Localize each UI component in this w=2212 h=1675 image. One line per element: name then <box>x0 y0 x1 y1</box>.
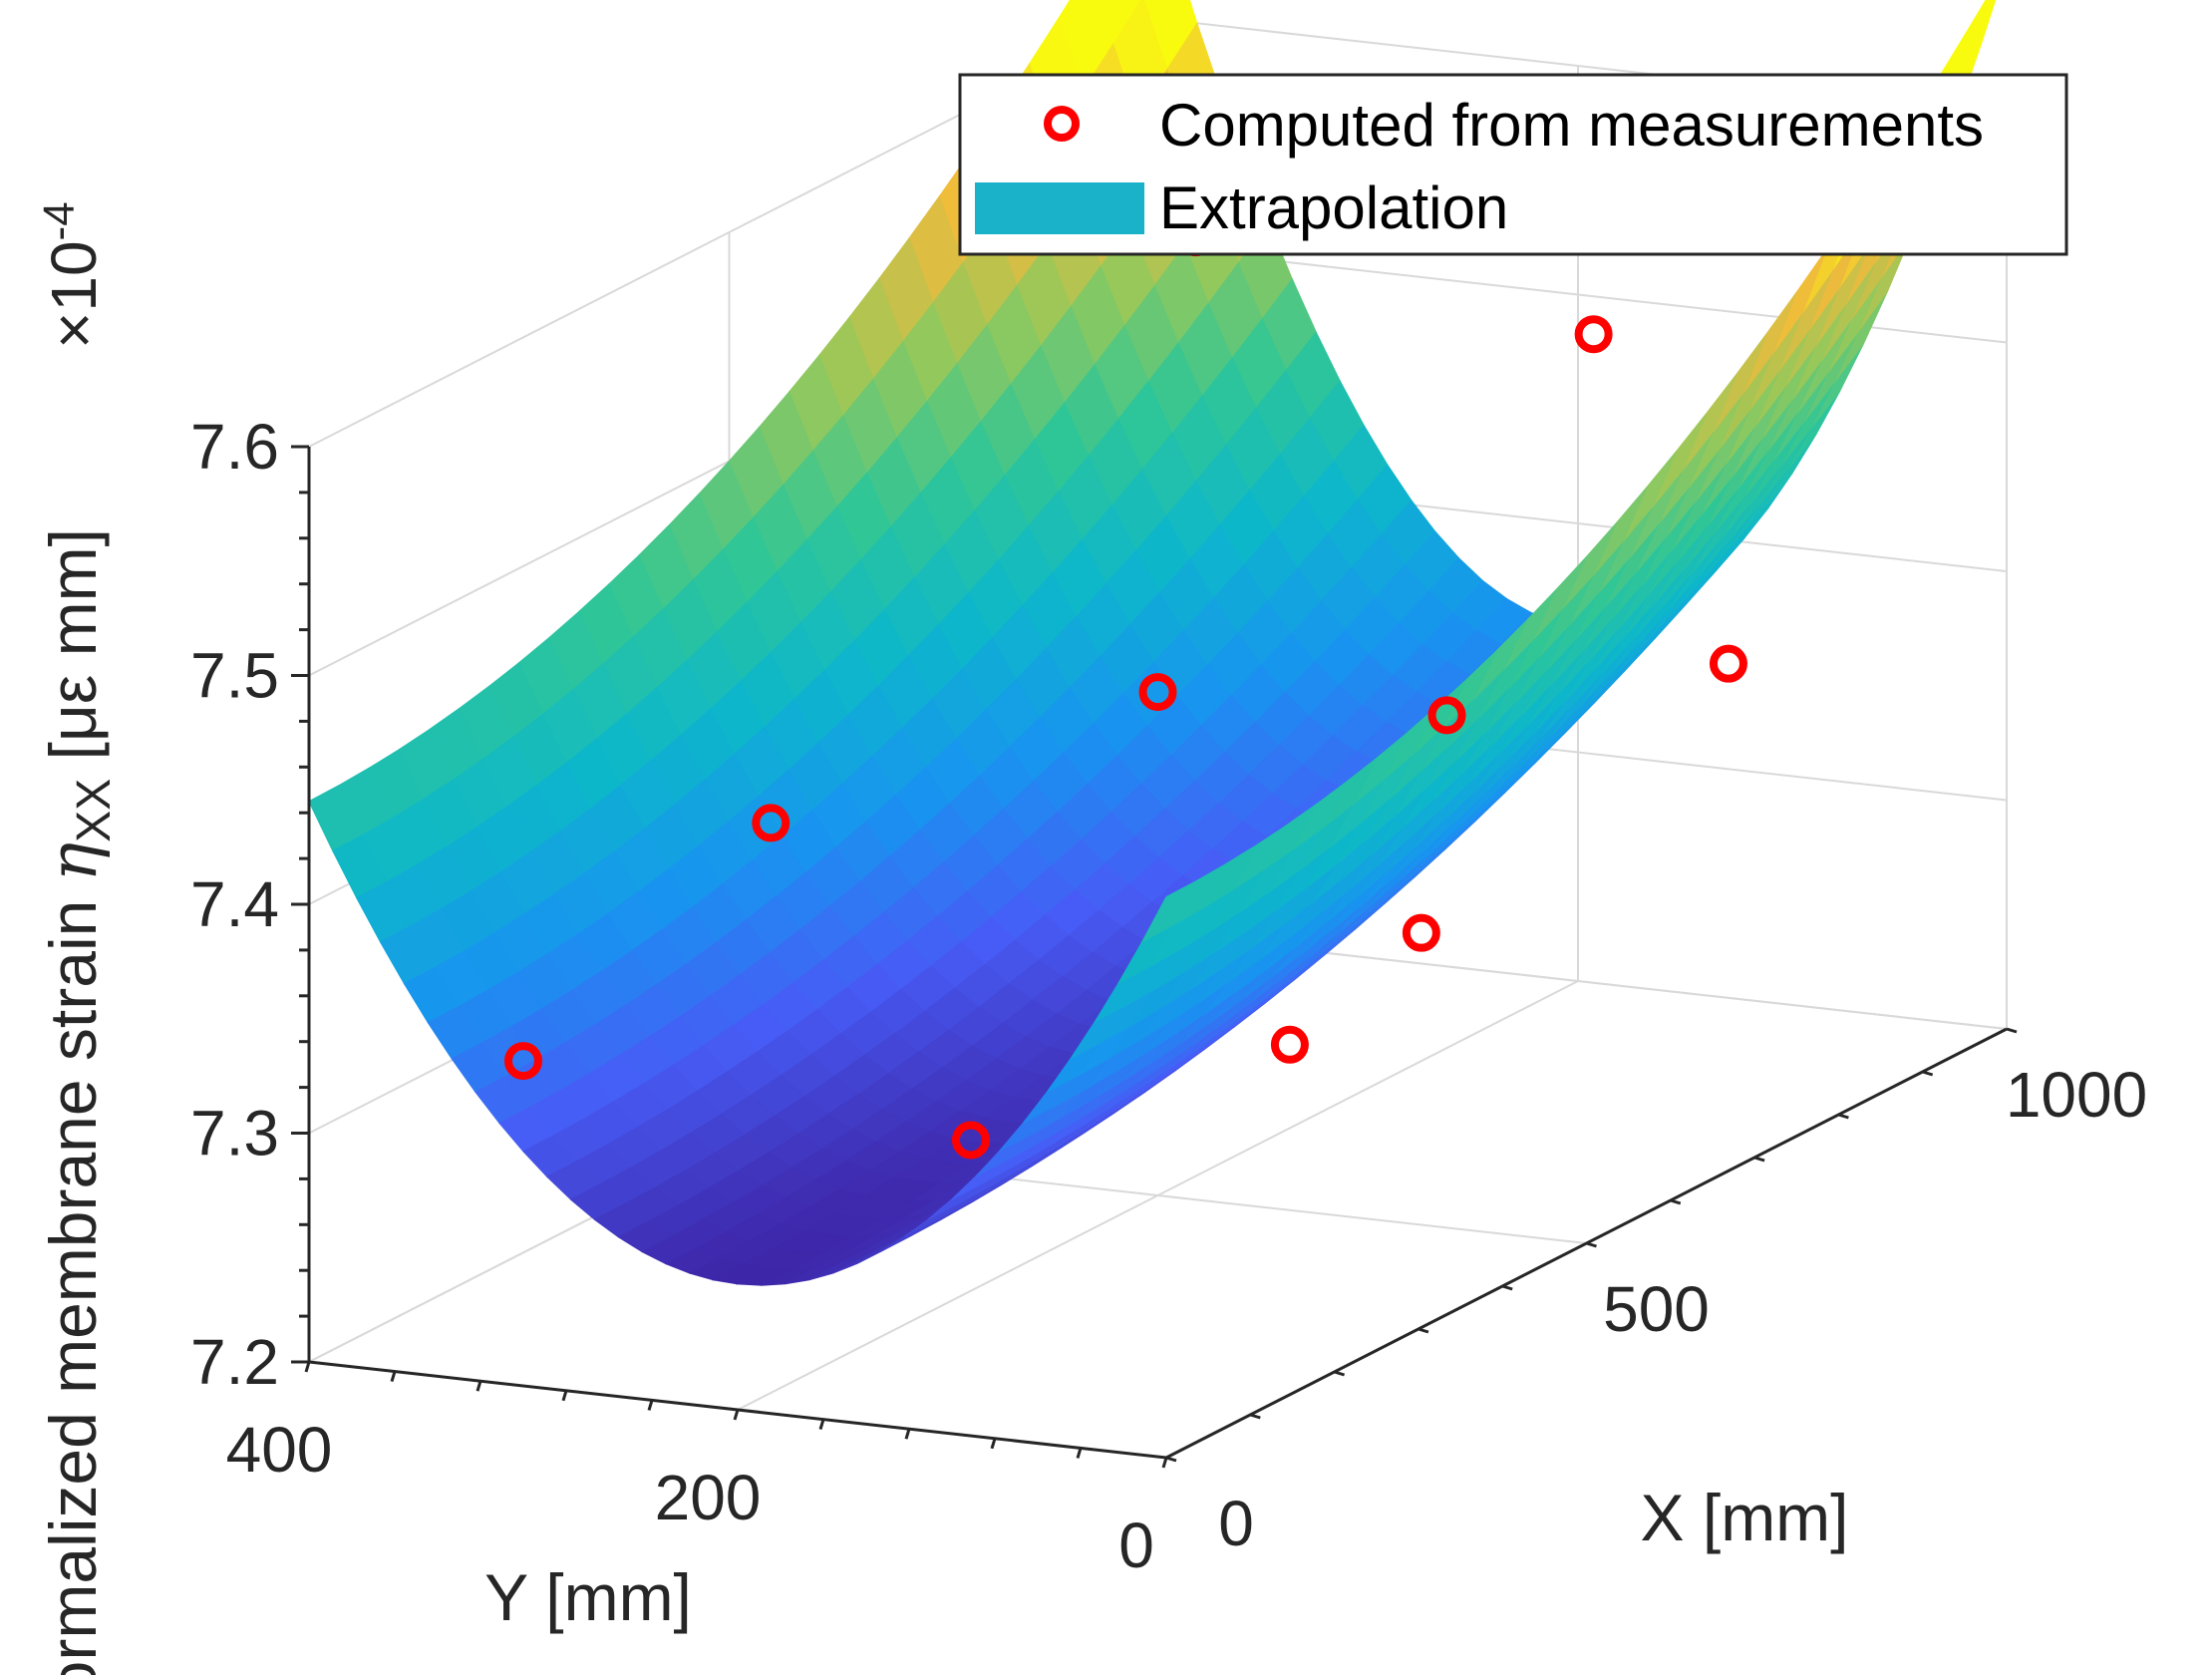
y-tick-label: 200 <box>655 1462 762 1533</box>
x-axis-tick <box>1670 1198 1682 1205</box>
y-axis-tick <box>304 1361 311 1373</box>
legend-marker-extrapolation <box>975 182 1144 234</box>
z-tick-label: 7.6 <box>190 411 279 483</box>
measurement-point <box>1709 644 1747 683</box>
z-tick-label: 7.5 <box>190 640 279 712</box>
x-tick-label: 0 <box>1218 1488 1254 1559</box>
y-axis-tick <box>818 1419 825 1431</box>
z-axis-label-subscript: XX <box>68 779 121 842</box>
y-axis-label: Y [mm] <box>484 1560 692 1634</box>
measurement-point <box>1138 673 1177 712</box>
measurement-point <box>1270 1025 1309 1064</box>
tick-labels: 0 500 1000 400 200 0 7.2 7.3 7.4 7.5 7.6 <box>190 411 2147 1581</box>
z-axis-label-symbol: η <box>35 842 112 882</box>
z-exponent: ×10-4 <box>35 201 110 349</box>
z-exponent-prefix: ×10 <box>38 240 110 349</box>
z-axis-label: Normalized membrane strain ηXX [με mm] <box>35 528 121 1675</box>
legend-marker-computed <box>1044 106 1080 142</box>
y-tick-label: 400 <box>226 1414 333 1486</box>
measurement-point <box>752 804 790 842</box>
x-axis-tick <box>1753 1156 1765 1163</box>
z-axis-label-unit: [με mm] <box>36 528 110 779</box>
x-axis-label: X [mm] <box>1641 1481 1849 1554</box>
legend-label-extrapolation: Extrapolation <box>1159 174 1508 241</box>
measurement-point <box>951 1121 990 1160</box>
z-tick-label: 7.4 <box>190 868 279 940</box>
grid-floor-y <box>737 980 1579 1411</box>
y-axis-tick <box>647 1399 654 1411</box>
x-axis-tick <box>1586 1241 1597 1248</box>
x-tick-label: 1000 <box>2006 1059 2147 1131</box>
x-axis-tick <box>1922 1070 1934 1077</box>
y-axis-tick <box>390 1371 397 1383</box>
axes <box>291 445 2018 1469</box>
y-axis-tick <box>990 1438 997 1450</box>
measurement-point <box>1402 913 1440 952</box>
measurement-point <box>1574 315 1613 354</box>
x-tick-label: 500 <box>1603 1273 1710 1345</box>
measurement-point <box>1427 696 1466 735</box>
x-axis-tick <box>1418 1327 1429 1334</box>
x-axis-tick <box>1334 1370 1346 1377</box>
y-axis-tick <box>1161 1457 1168 1469</box>
extrapolation-surface <box>308 0 1997 1286</box>
x-axis-tick <box>2006 1027 2018 1034</box>
y-axis-tick <box>475 1380 482 1392</box>
z-tick-label: 7.2 <box>190 1326 279 1398</box>
y-axis-tick <box>904 1428 911 1440</box>
y-axis-tick <box>1076 1447 1083 1459</box>
z-exponent-power: -4 <box>35 201 84 240</box>
x-axis-tick <box>1837 1113 1849 1120</box>
surface-patch <box>1140 879 1198 943</box>
z-tick-label: 7.3 <box>190 1098 279 1170</box>
legend-label-computed: Computed from measurements <box>1159 92 1984 159</box>
z-axis-label-prefix: Normalized membrane strain <box>36 881 110 1675</box>
legend: Computed from measurements Extrapolation <box>958 73 2068 256</box>
y-axis-tick <box>561 1390 568 1402</box>
y-tick-label: 0 <box>1118 1509 1154 1581</box>
y-axis-tick <box>733 1409 740 1421</box>
x-axis-tick <box>1249 1413 1261 1420</box>
x-axis-tick <box>1501 1284 1513 1291</box>
measurement-point <box>504 1042 542 1081</box>
x-axis-tick <box>1165 1456 1177 1463</box>
